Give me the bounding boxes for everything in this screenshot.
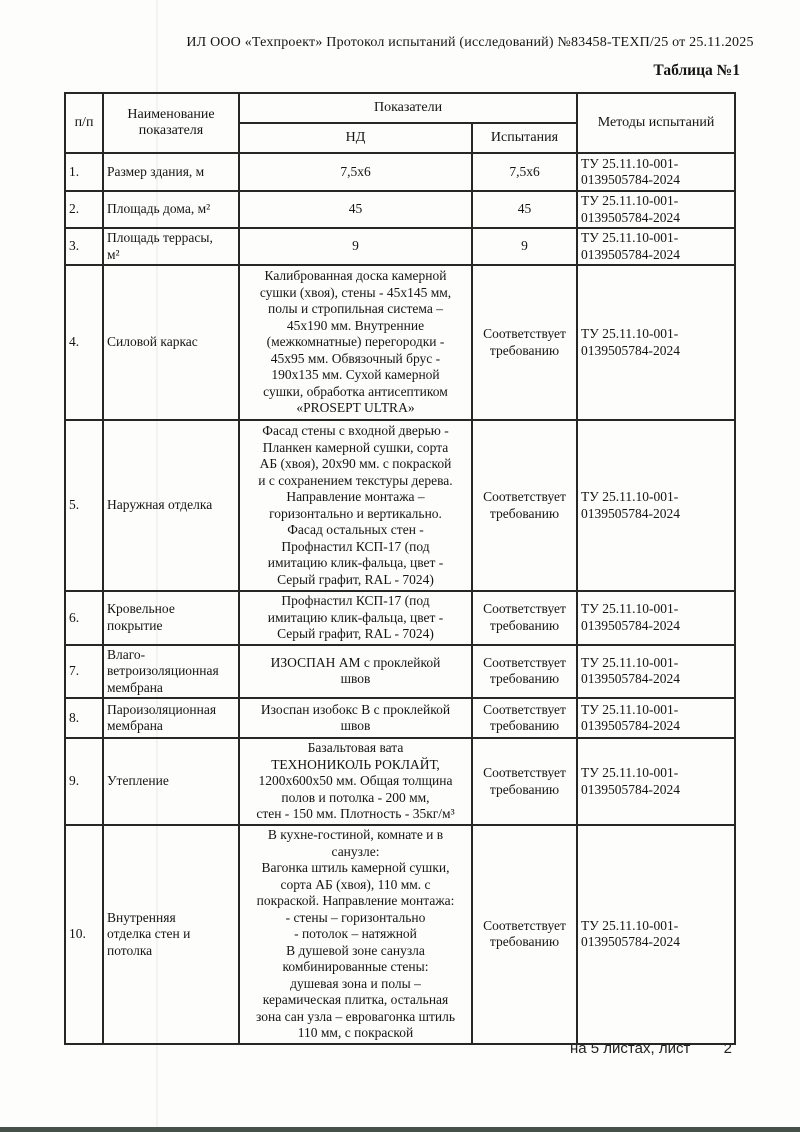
nd-value: В кухне-гостиной, комнате и в санузле: В… — [238, 824, 473, 1045]
table-row: 9. Утепление Базальтовая вата ТЕХНОНИКОЛ… — [64, 737, 737, 826]
table-row: 2. Площадь дома, м² 45 45 ТУ 25.11.10-00… — [64, 190, 737, 229]
col-header-methods: Методы испытаний — [576, 92, 737, 154]
table-caption: Таблица №1 — [653, 62, 740, 79]
method-value: ТУ 25.11.10-001- 0139505784-2024 — [576, 643, 737, 699]
indicator-name: Размер здания, м — [102, 152, 240, 192]
document-header-line: ИЛ ООО «Техпроект» Протокол испытаний (и… — [186, 35, 754, 50]
col-header-nd: НД — [238, 122, 473, 154]
test-value: Соответствует требованию — [470, 419, 579, 592]
method-value: ТУ 25.11.10-001- 0139505784-2024 — [576, 152, 737, 192]
test-results-table: п/п Наименование показателя Показатели М… — [64, 92, 737, 1045]
nd-value: Изоспан изобокс В с проклейкой швов — [238, 697, 473, 739]
method-value: ТУ 25.11.10-001- 0139505784-2024 — [576, 737, 737, 826]
page-footer: на 5 листах, лист 2 — [570, 1040, 732, 1057]
table-row: 5. Наружная отделка Фасад стены с входно… — [64, 419, 737, 592]
method-value: ТУ 25.11.10-001- 0139505784-2024 — [576, 697, 737, 739]
method-value: ТУ 25.11.10-001- 0139505784-2024 — [576, 590, 737, 646]
method-value: ТУ 25.11.10-001- 0139505784-2024 — [576, 264, 737, 421]
table-subheader-row: НД Испытания — [65, 122, 735, 154]
nd-value: Фасад стены с входной дверью - Планкен к… — [238, 419, 473, 592]
test-value: Соответствует требованию — [470, 824, 579, 1045]
indicator-name: Кровельное покрытие — [102, 590, 240, 646]
method-value: ТУ 25.11.10-001- 0139505784-2024 — [576, 190, 737, 229]
test-value: Соответствует требованию — [470, 264, 579, 421]
indicator-name: Внутренняя отделка стен и потолка — [102, 824, 240, 1045]
row-number: 1. — [64, 152, 104, 192]
row-number: 6. — [64, 590, 104, 646]
nd-value: 45 — [238, 190, 473, 229]
indicator-name: Утепление — [102, 737, 240, 826]
scan-edge-artifact — [0, 1127, 800, 1132]
indicator-name: Наружная отделка — [102, 419, 240, 592]
nd-value: Базальтовая вата ТЕХНОНИКОЛЬ РОКЛАЙТ, 12… — [238, 737, 473, 826]
row-number: 10. — [64, 824, 104, 1045]
method-value: ТУ 25.11.10-001- 0139505784-2024 — [576, 419, 737, 592]
test-value: Соответствует требованию — [470, 643, 579, 699]
col-header-indicators: Показатели — [237, 92, 579, 124]
test-value: 9 — [470, 227, 579, 266]
row-number: 8. — [64, 697, 104, 739]
table-row: 7. Влаго- ветроизоляционная мембрана ИЗО… — [64, 643, 737, 699]
indicator-name: Пароизоляционная мембрана — [102, 697, 240, 739]
nd-value: 9 — [238, 227, 473, 266]
nd-value: ИЗОСПАН АМ с проклейкой швов — [238, 643, 473, 699]
col-header-name: Наименование показателя — [102, 92, 240, 154]
nd-value: Калиброванная доска камерной сушки (хвоя… — [238, 264, 473, 421]
test-value: 45 — [470, 190, 579, 229]
row-number: 9. — [64, 737, 104, 826]
nd-value: 7,5х6 — [238, 152, 473, 192]
indicator-name: Силовой каркас — [102, 264, 240, 421]
footer-sheets-text: на 5 листах, лист — [570, 1040, 691, 1057]
row-number: 5. — [64, 419, 104, 592]
indicator-name: Площадь дома, м² — [102, 190, 240, 229]
indicator-name: Влаго- ветроизоляционная мембрана — [102, 643, 240, 699]
table-row: 8. Пароизоляционная мембрана Изоспан изо… — [64, 697, 737, 739]
method-value: ТУ 25.11.10-001- 0139505784-2024 — [576, 824, 737, 1045]
row-number: 2. — [64, 190, 104, 229]
table-row: 1. Размер здания, м 7,5х6 7,5х6 ТУ 25.11… — [64, 152, 737, 192]
table-row: 3. Площадь террасы, м² 9 9 ТУ 25.11.10-0… — [64, 227, 737, 266]
col-header-num: п/п — [64, 92, 104, 154]
test-value: Соответствует требованию — [470, 590, 579, 646]
table-row: 4. Силовой каркас Калиброванная доска ка… — [64, 264, 737, 421]
nd-value: Профнастил КСП-17 (под имитацию клик-фал… — [238, 590, 473, 646]
test-value: Соответствует требованию — [470, 737, 579, 826]
table-header-row: п/п Наименование показателя Показатели М… — [64, 92, 737, 154]
test-value: 7,5х6 — [470, 152, 579, 192]
col-header-test: Испытания — [470, 122, 579, 154]
row-number: 4. — [64, 264, 104, 421]
table-row: 10. Внутренняя отделка стен и потолка В … — [64, 824, 737, 1045]
indicator-name: Площадь террасы, м² — [102, 227, 240, 266]
footer-page-number: 2 — [723, 1040, 732, 1057]
method-value: ТУ 25.11.10-001- 0139505784-2024 — [576, 227, 737, 266]
row-number: 3. — [64, 227, 104, 266]
table-row: 6. Кровельное покрытие Профнастил КСП-17… — [64, 590, 737, 646]
row-number: 7. — [64, 643, 104, 699]
test-value: Соответствует требованию — [470, 697, 579, 739]
